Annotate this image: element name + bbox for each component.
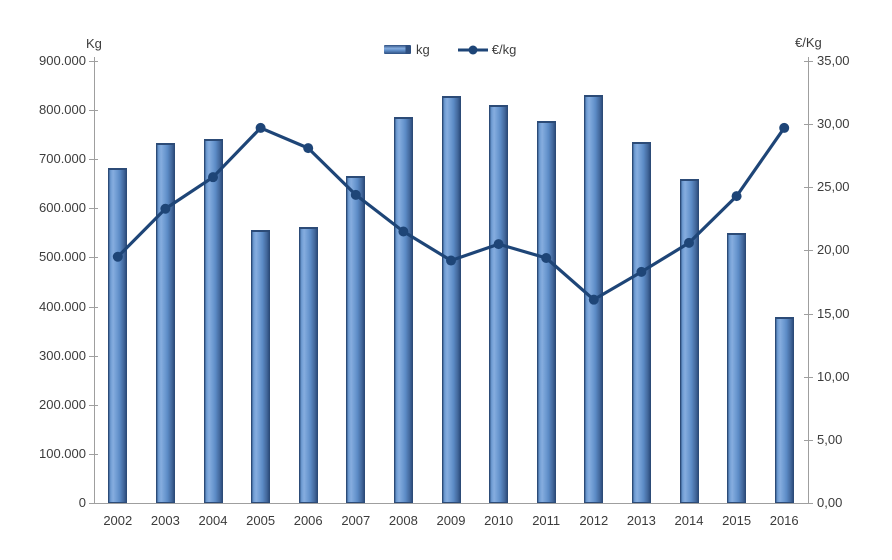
x-axis-line (94, 503, 808, 504)
left-axis-tick (89, 453, 98, 455)
x-axis-label-2010: 2010 (484, 513, 514, 528)
right-axis-tick-label: 35,00 (817, 53, 850, 68)
legend-label-kg: kg (416, 42, 430, 57)
right-axis-title: €/Kg (795, 35, 822, 50)
x-axis-label-2003: 2003 (150, 513, 180, 528)
left-axis-tick (89, 110, 98, 112)
x-axis-label-2005: 2005 (246, 513, 276, 528)
bar-2014 (679, 178, 699, 503)
left-axis-tick-label: 200.000 (39, 396, 86, 412)
bar-2011 (536, 121, 556, 503)
right-axis-tick-label: 5,00 (817, 431, 843, 447)
left-axis-tick (89, 159, 98, 161)
left-axis-tick (89, 404, 98, 406)
left-axis-tick-label: 800.000 (39, 102, 86, 118)
right-axis-tick-label: 15,00 (817, 305, 850, 321)
right-axis-tick (804, 376, 813, 378)
price-point-2015 (731, 191, 742, 202)
x-axis-label-2014: 2014 (674, 513, 704, 528)
bar-2006 (298, 226, 318, 503)
bar-2013 (631, 141, 651, 503)
left-axis-title: Kg (86, 36, 102, 51)
legend-item-eur-per-kg: €/kg (457, 42, 517, 57)
left-axis-tick-label: 500.000 (39, 249, 86, 265)
price-point-2006 (303, 143, 314, 154)
right-axis-tick-label: 25,00 (817, 179, 850, 195)
right-axis-tick-label: 20,00 (817, 242, 850, 258)
x-axis-label-2009: 2009 (436, 513, 466, 528)
legend-label-eur-per-kg: €/kg (491, 42, 517, 57)
left-axis-tick (89, 355, 98, 357)
right-axis-tick-label: 10,00 (817, 368, 850, 384)
x-axis-label-2016: 2016 (769, 513, 799, 528)
right-axis-tick (804, 313, 813, 315)
left-axis-tick (89, 257, 98, 259)
right-axis-tick (804, 61, 813, 62)
x-axis-label-2006: 2006 (293, 513, 323, 528)
price-point-2016 (779, 122, 790, 133)
bar-2015 (727, 232, 747, 503)
bar-2008 (393, 117, 413, 503)
x-axis-label-2008: 2008 (388, 513, 418, 528)
line-series-swatch-icon (457, 44, 488, 56)
right-axis-tick (804, 124, 813, 126)
left-axis-tick (89, 208, 98, 210)
left-axis-tick (89, 503, 98, 504)
bar-2007 (346, 176, 366, 503)
left-axis-tick (89, 306, 98, 308)
left-axis-tick-label: 700.000 (39, 151, 86, 167)
x-axis-label-2002: 2002 (103, 513, 133, 528)
legend-item-kg: kg (384, 42, 430, 57)
right-axis-tick (804, 439, 813, 441)
bar-2005 (251, 229, 271, 503)
x-axis-label-2007: 2007 (341, 513, 371, 528)
right-axis-tick (804, 250, 813, 252)
left-axis-tick-label: 600.000 (39, 200, 86, 216)
right-axis-tick (804, 503, 813, 504)
right-axis-tick-label: 30,00 (817, 116, 850, 132)
x-axis-label-2004: 2004 (198, 513, 228, 528)
x-axis-label-2012: 2012 (579, 513, 609, 528)
right-axis-tick (804, 187, 813, 189)
bar-2016 (774, 316, 794, 503)
bar-2002 (108, 167, 128, 503)
left-axis-tick-label: 300.000 (39, 347, 86, 363)
left-axis-tick-label: 100.000 (39, 445, 86, 461)
left-axis-tick-label: 0 (78, 495, 86, 510)
bar-2004 (203, 139, 223, 503)
x-axis-label-2015: 2015 (722, 513, 752, 528)
legend: kg €/kg (384, 42, 516, 57)
price-point-2005 (255, 122, 266, 133)
right-axis-tick-label: 0,00 (817, 495, 843, 510)
bar-2009 (441, 95, 461, 503)
right-axis-line (808, 57, 809, 503)
bar-2003 (155, 143, 175, 503)
left-axis-tick-label: 900.000 (39, 53, 86, 68)
x-axis-label-2013: 2013 (626, 513, 656, 528)
x-axis-label-2011: 2011 (532, 513, 561, 528)
bar-series-swatch-icon (384, 45, 411, 54)
left-axis-line (94, 57, 95, 503)
bar-2010 (489, 105, 509, 503)
left-axis-tick-label: 400.000 (39, 298, 86, 314)
left-axis-tick (89, 61, 98, 62)
bar-2012 (584, 94, 604, 503)
